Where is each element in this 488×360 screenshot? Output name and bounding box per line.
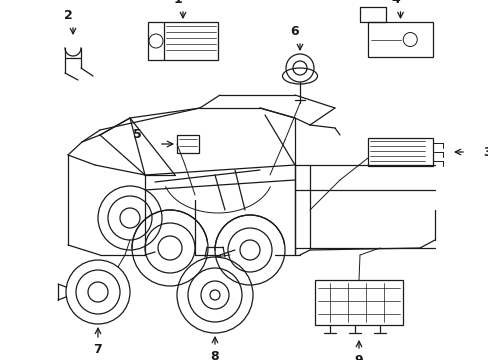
Text: 8: 8	[210, 350, 219, 360]
Bar	[314, 280, 402, 325]
Bar	[177, 135, 199, 153]
Bar	[148, 22, 218, 60]
Bar	[367, 138, 432, 166]
Text: 2: 2	[63, 9, 72, 22]
Text: 4: 4	[390, 0, 399, 6]
Text: 3: 3	[482, 145, 488, 158]
Text: 6: 6	[290, 25, 299, 38]
Text: 1: 1	[173, 0, 182, 6]
Bar	[367, 22, 432, 57]
Text: 7: 7	[93, 343, 102, 356]
Text: 5: 5	[133, 127, 142, 140]
Text: 9: 9	[354, 354, 363, 360]
